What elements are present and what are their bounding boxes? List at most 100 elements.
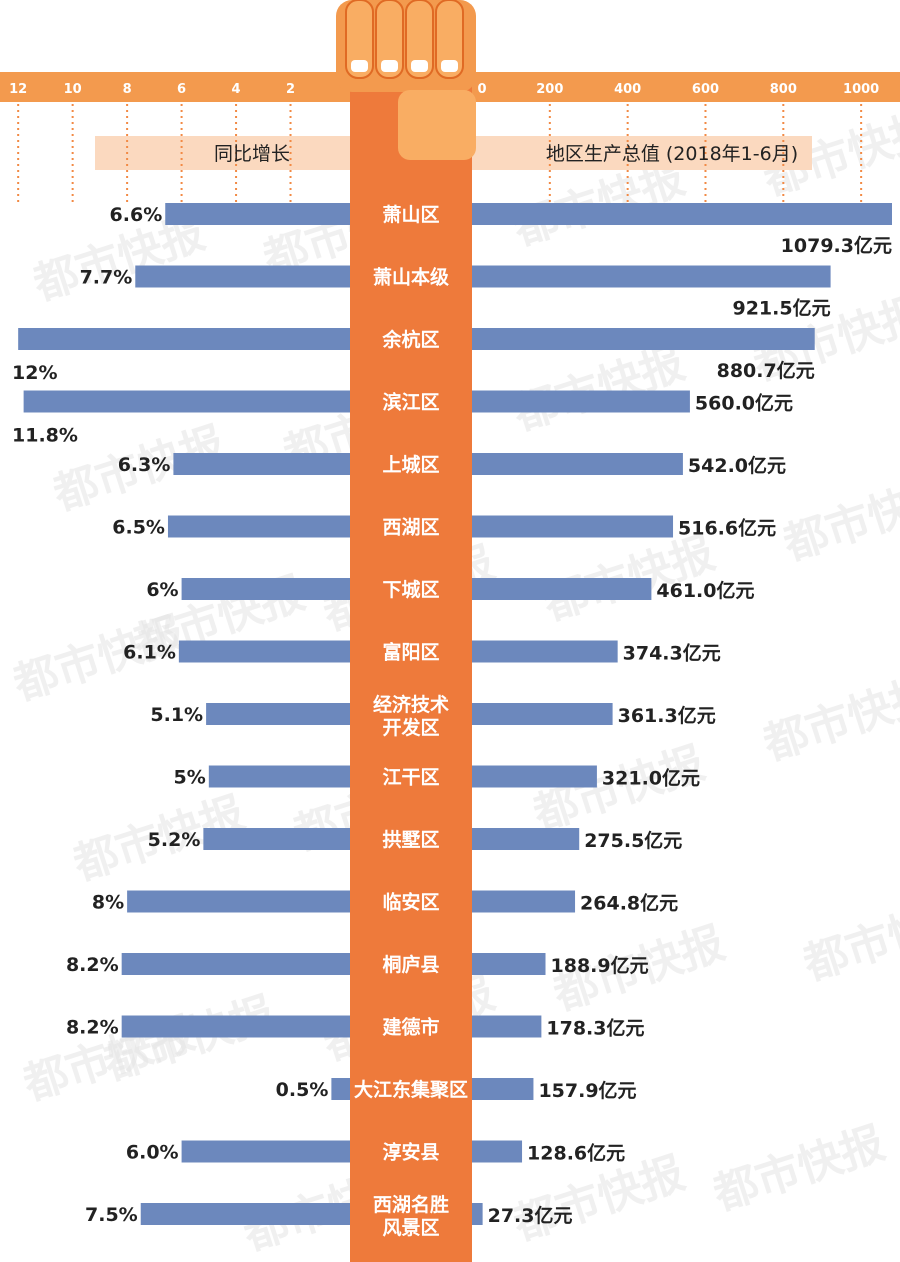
growth-bar (18, 328, 350, 350)
axes-layer: 12 10 8 6 4 2 0 200 400 600 800 1000 同比增长 地区生产总值 (201… (9, 82, 879, 204)
growth-bar (203, 828, 350, 850)
bars-layer (18, 203, 892, 1225)
right-tick-label: 600 (692, 82, 719, 97)
region-label: 滨江区 (382, 391, 439, 414)
growth-value-label: 5% (174, 767, 206, 789)
growth-bar (121, 953, 351, 975)
fist-finger-shape (375, 0, 404, 79)
gdp-bar (472, 890, 576, 913)
gdp-value-label: 880.7亿元 (717, 359, 815, 382)
region-label: 江干区 (382, 767, 439, 789)
watermark-text: 都市快报 (507, 338, 691, 441)
growth-value-label: 6.6% (110, 204, 163, 226)
gdp-bar (472, 953, 546, 975)
gdp-value-label: 361.3亿元 (618, 704, 716, 727)
region-label-line1: 西湖名胜 (373, 1193, 449, 1216)
growth-bar (331, 1078, 350, 1100)
region-label: 富阳区 (382, 641, 439, 664)
fist-thumb-shape (398, 90, 476, 160)
growth-bar (121, 1015, 351, 1038)
left-axis-title: 同比增长 (214, 143, 290, 165)
fist-finger-shape (405, 0, 434, 79)
left-tick-label: 6 (177, 82, 186, 97)
right-tick-label: 1000 (843, 82, 879, 97)
watermark-text: 都市快报 (707, 1118, 891, 1221)
gdp-bar (472, 828, 580, 850)
gdp-value-label: 188.9亿元 (551, 954, 649, 977)
growth-value-label: 7.5% (85, 1204, 138, 1226)
gdp-bar (472, 640, 618, 663)
left-tick-label: 12 (9, 82, 27, 97)
gdp-bar (472, 265, 831, 288)
growth-value-label: 5.1% (150, 704, 203, 726)
watermark-text: 都市快报 (757, 668, 900, 771)
region-label: 下城区 (382, 578, 439, 601)
growth-value-label: 7.7% (80, 267, 133, 289)
growth-value-label: 6.1% (123, 642, 176, 664)
gdp-bar (472, 1203, 483, 1225)
gdp-value-label: 321.0亿元 (602, 767, 700, 790)
region-label: 西湖区 (382, 517, 439, 539)
fist-fingernail-shape (441, 60, 458, 72)
gdp-bar (472, 390, 690, 413)
growth-value-label: 8.2% (66, 954, 119, 976)
fist-fingernail-shape (411, 60, 428, 72)
gdp-value-label: 1079.3亿元 (781, 234, 892, 257)
region-label-line2: 开发区 (382, 716, 439, 739)
fist-fingernail-shape (351, 60, 368, 72)
labels-layer: 6.6% 1079.3亿元 萧山区 7.7% 921.5亿元 萧山本级 12% 880.7亿元… (12, 204, 892, 1239)
right-title-band (472, 136, 812, 170)
right-tick-label: 0 (477, 82, 486, 97)
gdp-bar (472, 515, 674, 538)
region-label: 临安区 (382, 891, 439, 914)
fist-fingernail-shape (381, 60, 398, 72)
right-tick-label: 200 (536, 82, 563, 97)
growth-bar (206, 703, 350, 725)
growth-bar (165, 203, 350, 225)
region-label-line2: 风景区 (382, 1217, 439, 1239)
left-tick-label: 4 (232, 82, 241, 97)
growth-bar (140, 1203, 350, 1225)
right-tick-label: 400 (614, 82, 641, 97)
gdp-bar (472, 1078, 534, 1100)
growth-bar (23, 390, 350, 413)
growth-value-label: 6.0% (126, 1142, 179, 1164)
region-label: 桐庐县 (382, 953, 439, 976)
growth-bar (181, 578, 350, 600)
growth-value-label: 0.5% (276, 1079, 329, 1101)
region-label: 建德市 (382, 1016, 439, 1039)
region-label: 大江东集聚区 (354, 1078, 468, 1101)
gdp-bar (472, 453, 683, 475)
gdp-bar (472, 328, 815, 350)
gdp-value-label: 516.6亿元 (678, 517, 776, 540)
region-label: 拱墅区 (382, 829, 439, 851)
gdp-value-label: 921.5亿元 (732, 297, 830, 320)
region-label: 萧山本级 (373, 266, 449, 289)
growth-bar (135, 265, 350, 288)
gdp-value-label: 157.9亿元 (538, 1079, 636, 1102)
center-column (350, 40, 472, 1262)
gdp-value-label: 374.3亿元 (623, 642, 721, 665)
gdp-bar (472, 703, 613, 725)
growth-bar (181, 1140, 350, 1163)
growth-value-label: 6.3% (118, 454, 171, 476)
growth-value-label: 11.8% (12, 425, 78, 447)
left-tick-label: 10 (64, 82, 82, 97)
gdp-value-label: 542.0亿元 (688, 454, 786, 477)
growth-value-label: 8% (92, 892, 124, 914)
left-tick-label: 2 (286, 82, 295, 97)
gdp-value-label: 264.8亿元 (580, 892, 678, 915)
growth-bar (127, 890, 350, 913)
fist-finger-shape (345, 0, 374, 79)
region-label: 淳安县 (382, 1141, 439, 1164)
region-label: 上城区 (382, 453, 439, 476)
growth-value-label: 12% (12, 362, 57, 384)
watermark-text: 都市快报 (97, 988, 281, 1091)
gdp-value-label: 128.6亿元 (527, 1142, 625, 1165)
gdp-value-label: 27.3亿元 (488, 1204, 573, 1227)
watermark-text: 都市快报 (797, 888, 900, 991)
growth-bar (178, 640, 350, 663)
region-label: 余杭区 (381, 328, 439, 351)
